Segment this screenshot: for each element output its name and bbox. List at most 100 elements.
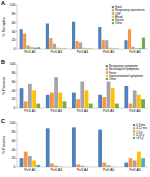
legend-swatch	[106, 71, 108, 73]
y-tick-label: 40	[12, 30, 16, 34]
bar	[137, 95, 141, 108]
bar	[85, 90, 89, 108]
bar	[141, 158, 145, 167]
legend-label: >15 y	[136, 136, 144, 140]
bar	[56, 48, 59, 49]
y-tick-label: 60	[12, 21, 16, 25]
bar	[102, 97, 106, 108]
bar	[46, 23, 49, 49]
bar	[72, 22, 75, 49]
bar	[32, 160, 36, 167]
bar	[20, 158, 24, 167]
y-axis	[17, 5, 18, 49]
y-tick-label: 80	[12, 130, 16, 134]
bar	[23, 34, 26, 49]
x-tick-label: PeV-A5	[103, 50, 115, 54]
y-tick-label: 40	[12, 148, 16, 152]
figure: A% Samples020406080100PeV-A1PeV-A3PeV-A4…	[0, 0, 150, 177]
legend-swatch	[133, 134, 135, 136]
x-tick-label: PeV-A3	[51, 168, 63, 172]
bar	[80, 82, 84, 108]
bar	[129, 104, 133, 108]
bar	[102, 40, 105, 49]
bars	[20, 77, 145, 108]
bar	[60, 48, 63, 49]
y-tick-label: 60	[12, 139, 16, 143]
legend: StoolRespiratory specimensCSFBloodSerumO…	[112, 5, 145, 25]
bar	[30, 47, 33, 49]
legend-swatch	[133, 124, 135, 126]
panel-title: A	[1, 0, 5, 6]
bar	[112, 48, 115, 49]
legend-swatch	[112, 9, 114, 11]
bar	[28, 84, 32, 108]
bar	[111, 88, 115, 108]
bar	[46, 95, 50, 108]
bar	[72, 93, 76, 108]
bar	[98, 95, 102, 108]
bar	[63, 167, 67, 168]
legend-swatch	[112, 6, 114, 8]
legend-label: Other	[115, 21, 122, 25]
bar	[86, 48, 89, 49]
legend-swatch	[112, 16, 114, 18]
bar	[50, 93, 54, 108]
legend-label: Other	[109, 77, 116, 81]
bar	[76, 164, 80, 167]
bar	[24, 152, 28, 167]
x-tick-label: PeV-A5	[103, 168, 115, 172]
y-axis-label: % Samples	[2, 17, 6, 36]
legend-swatch	[133, 127, 135, 129]
bar	[142, 38, 145, 49]
y-tick-label: 80	[12, 71, 16, 75]
bar	[137, 152, 141, 167]
bar	[124, 40, 127, 49]
bar	[20, 29, 23, 49]
bar	[124, 163, 128, 167]
bar	[85, 166, 89, 167]
y-tick-label: 60	[12, 80, 16, 84]
bar	[80, 166, 84, 167]
x-tick-label: PeV-A1	[24, 109, 36, 113]
bar	[36, 165, 40, 167]
panel: B% Patients020406080100PeV-A1PeV-A3PeV-A…	[1, 59, 148, 113]
legend-swatch	[106, 68, 108, 70]
x-tick-label: PeV-A3	[51, 109, 63, 113]
bar	[89, 167, 93, 168]
panel-title: B	[1, 59, 5, 65]
bar	[124, 86, 128, 108]
legend-swatch	[133, 130, 135, 132]
bar	[20, 88, 24, 108]
bar	[98, 27, 101, 49]
y-tick-label: 100	[10, 62, 16, 66]
bar	[109, 48, 112, 49]
x-tick-label: PeV-A6	[129, 168, 141, 172]
bar	[72, 127, 76, 167]
panel: A% Samples020406080100PeV-A1PeV-A3PeV-A4…	[1, 0, 148, 54]
bar	[107, 82, 111, 108]
bar	[54, 166, 58, 167]
bar	[49, 38, 52, 49]
bar	[50, 163, 54, 167]
y-axis	[17, 64, 18, 108]
y-axis-label: % Patients	[2, 77, 6, 95]
y-tick-label: 0	[14, 106, 16, 110]
x-tick-label: PeV-A1	[24, 50, 36, 54]
bar	[116, 48, 119, 49]
bar	[34, 48, 37, 49]
x-tick-label: PeV-A6	[129, 109, 141, 113]
bar	[63, 48, 66, 49]
bar	[129, 158, 133, 167]
legend-swatch	[112, 22, 114, 24]
bar	[115, 104, 119, 108]
bar	[141, 99, 145, 108]
y-tick-label: 100	[10, 3, 16, 7]
y-tick-label: 0	[14, 47, 16, 51]
bar	[83, 48, 86, 49]
bars	[20, 22, 145, 49]
bar	[37, 47, 40, 49]
legend-swatch	[106, 78, 108, 80]
x-tick-label: PeV-A6	[129, 50, 141, 54]
bar	[131, 47, 134, 49]
y-tick-label: 0	[14, 165, 16, 169]
